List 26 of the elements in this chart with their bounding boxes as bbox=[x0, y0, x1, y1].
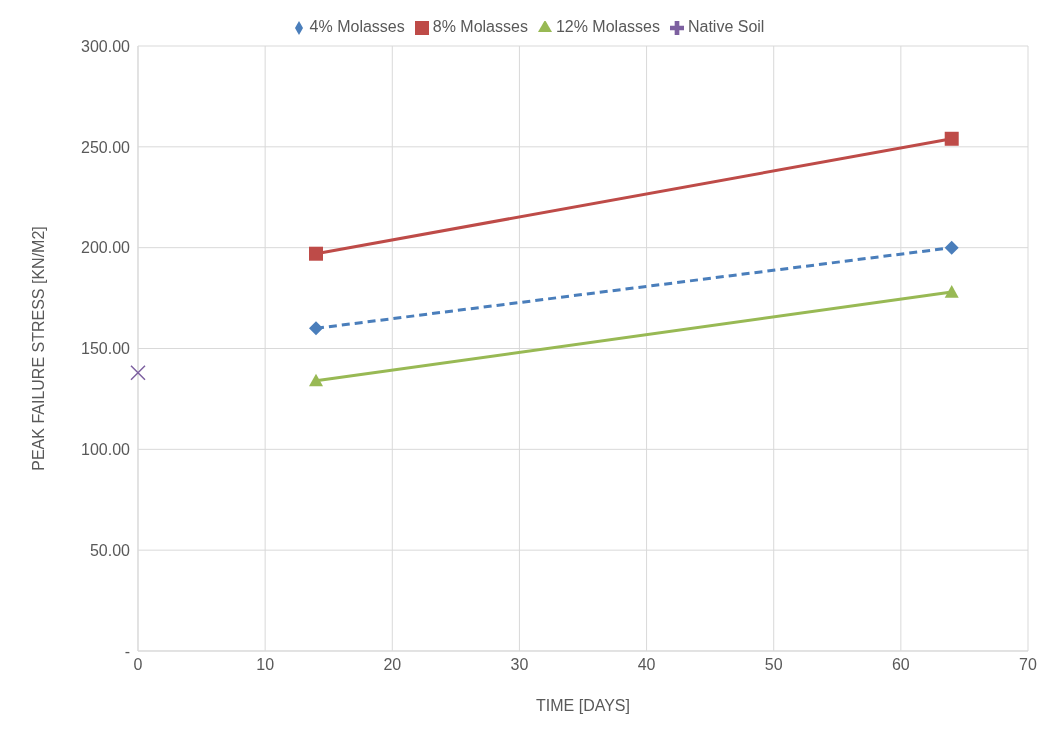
point bbox=[130, 364, 146, 381]
point bbox=[944, 131, 959, 146]
x-tick-label: 60 bbox=[891, 656, 910, 674]
x-tick-label: 50 bbox=[764, 656, 783, 674]
legend-label: 4% Molasses bbox=[309, 18, 405, 35]
x-axis-title: TIME [DAYS] bbox=[536, 697, 630, 714]
y-tick-label: 150.00 bbox=[81, 340, 131, 358]
y-tick-label: 50.00 bbox=[89, 541, 131, 559]
y-tick-label: - bbox=[124, 642, 130, 660]
point bbox=[309, 246, 323, 261]
x-tick-label: 30 bbox=[510, 656, 529, 674]
y-tick-label: 200.00 bbox=[81, 239, 131, 257]
x-tick-label: 10 bbox=[256, 656, 275, 674]
x-tick-label: 70 bbox=[1019, 656, 1037, 674]
legend-label: 12% Molasses bbox=[555, 18, 660, 35]
point bbox=[309, 321, 323, 336]
y-tick-label: 250.00 bbox=[81, 138, 131, 156]
legend-label: Native Soil bbox=[687, 18, 765, 35]
point bbox=[944, 240, 959, 255]
x-tick-label: 40 bbox=[637, 656, 656, 674]
x-tick-label: 0 bbox=[133, 656, 143, 674]
y-tick-label: 100.00 bbox=[81, 441, 131, 459]
x-tick-label: 20 bbox=[383, 656, 402, 674]
legend-label: 8% Molasses bbox=[432, 18, 528, 35]
y-tick-label: 300.00 bbox=[81, 37, 131, 55]
y-axis-title: PEAK FAILURE STRESS [KN/M2] bbox=[29, 226, 47, 471]
